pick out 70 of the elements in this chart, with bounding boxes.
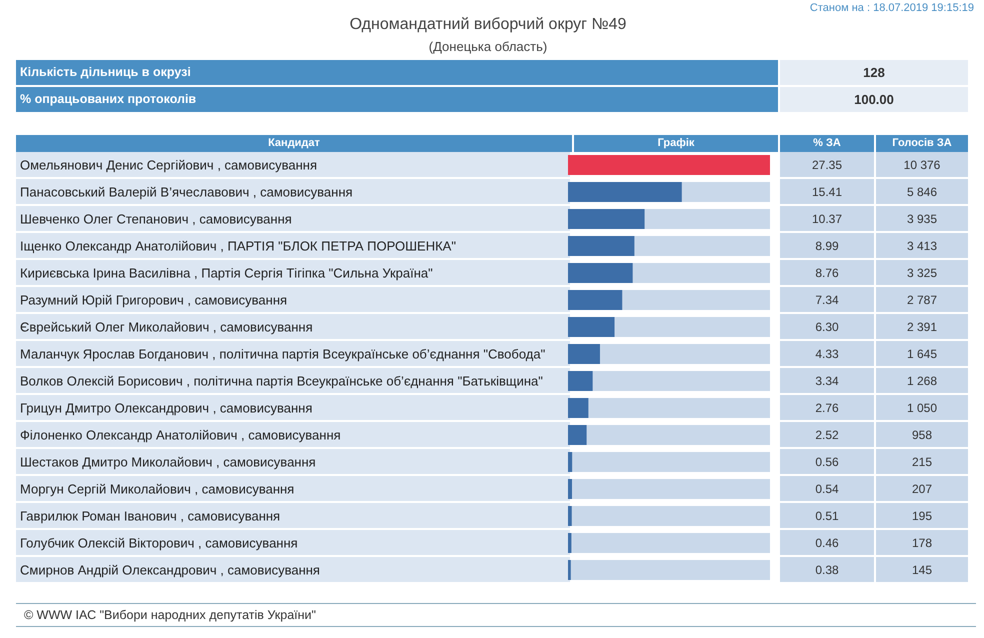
bar: [568, 479, 572, 499]
data-label: 3.34: [815, 374, 839, 388]
data-label: 0.56: [815, 455, 839, 469]
y-tick-label: Маланчук Ярослав Богданович , політична партія Всеукраїнське об’єднання "Свобода": [20, 346, 546, 362]
y-tick-label: Кириєвська Ірина Василівна , Партія Сергія Тігіпка "Сильна Україна": [20, 266, 434, 280]
data-label: 27.35: [812, 158, 842, 172]
bar: [568, 506, 572, 526]
y-tick-label: Волков Олексій Борисович , політична партія Всеукраїнське об’єднання "Батьківщина": [20, 374, 544, 388]
text: Кандидат: [16, 135, 572, 152]
y-tick-label: Разумний Юрій Григорович , самовисування: [20, 292, 288, 308]
y-tick-label: Єврейський Олег Миколайович , самовисування: [20, 320, 313, 334]
text: Кількість дільниць в окрузі: [16, 60, 778, 85]
data-label: 7.34: [815, 293, 839, 307]
chart-title: Одномандатний виборчий округ №49: [348, 16, 628, 34]
text: 145: [912, 563, 932, 577]
y-tick-label: Гаврилюк Роман Іванович , самовисування: [20, 508, 280, 524]
data-label: 0.51: [815, 509, 839, 523]
bar: [568, 425, 587, 445]
y-tick-label: Моргун Сергій Миколайович , самовисування: [20, 482, 294, 496]
y-tick-label: Шевченко Олег Степанович , самовисування: [20, 212, 292, 226]
text: Графік: [574, 135, 778, 152]
text: © WWW ІАС "Вибори народних депутатів України": [16, 603, 976, 627]
data-label: 8.99: [815, 239, 839, 253]
text: 958: [912, 428, 932, 442]
bar: [568, 317, 615, 337]
bar: [568, 398, 588, 418]
text: 1 645: [906, 347, 938, 361]
text: 1 268: [906, 374, 938, 388]
data-label: 15.41: [812, 185, 842, 199]
text: 5 846: [906, 185, 938, 199]
text: 3 413: [906, 239, 938, 253]
y-tick-label: Шестаков Дмитро Миколайович , самовисування: [20, 454, 316, 470]
bar: [568, 560, 571, 580]
data-label: 0.38: [815, 563, 839, 577]
y-tick-label: Смирнов Андрій Олександрович , самовисування: [20, 562, 320, 578]
y-tick-label: Філоненко Олександр Анатолійович , самовисування: [20, 428, 341, 442]
text: 10 376: [904, 158, 941, 172]
text: 3 325: [906, 266, 938, 280]
bar: [568, 533, 572, 553]
bar: [568, 452, 572, 472]
text: 3 935: [906, 212, 938, 226]
text: 195: [912, 509, 932, 523]
text: 2 787: [906, 293, 938, 307]
text: Станом на : 18.07.2019 19:15:19: [810, 2, 974, 14]
text: 207: [912, 482, 932, 496]
text: % опрацьованих протоколів: [16, 87, 778, 112]
y-tick-label: Панасовський Валерій В’ячеславович , самовисування: [20, 184, 353, 200]
text: 2 391: [906, 320, 938, 334]
y-tick-label: Омельянович Денис Сергійович , самовисування: [20, 158, 317, 172]
text: 215: [912, 455, 932, 469]
data-label: 6.30: [815, 320, 839, 334]
data-label: 2.76: [815, 401, 839, 415]
text: 1 050: [906, 401, 938, 415]
chart-subtitle: (Донецька область): [428, 39, 548, 54]
text: Голосів ЗА: [876, 135, 968, 152]
data-label: 10.37: [812, 212, 842, 226]
y-tick-label: Голубчик Олексій Вікторович , самовисування: [20, 536, 298, 550]
text: 128: [780, 60, 968, 85]
y-tick-label: Іщенко Олександр Анатолійович , ПАРТІЯ "БЛОК ПЕТРА ПОРОШЕНКА": [20, 238, 456, 254]
text: 100.00: [780, 87, 968, 112]
data-label: 8.76: [815, 266, 839, 280]
data-label: 0.54: [815, 482, 839, 496]
bar: [568, 344, 600, 364]
data-label: 0.46: [815, 536, 839, 550]
text: % ЗА: [780, 135, 874, 152]
data-label: 4.33: [815, 347, 839, 361]
text: 178: [912, 536, 932, 550]
data-label: 2.52: [815, 428, 839, 442]
y-tick-label: Грицун Дмитро Олександрович , самовисування: [20, 400, 312, 416]
bar: [568, 371, 593, 391]
